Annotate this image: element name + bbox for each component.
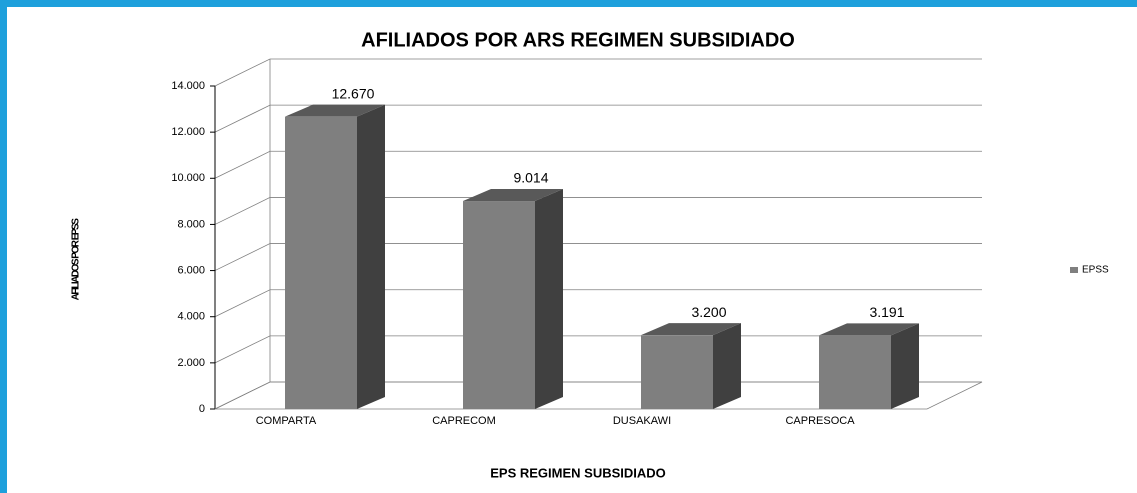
x-tick-label: CAPRECOM: [432, 415, 496, 427]
x-tick-label: DUSAKAWI: [613, 415, 671, 427]
bar-side: [535, 189, 563, 409]
x-tick-label: COMPARTA: [256, 415, 317, 427]
value-label: 9.014: [513, 170, 548, 186]
bar-side: [891, 323, 919, 409]
bar-top: [285, 104, 385, 117]
value-label: 3.191: [869, 304, 904, 320]
bar: [463, 201, 535, 409]
frame-left: [0, 0, 7, 493]
chart-title: AFILIADOS POR ARS REGIMEN SUBSIDIADO: [361, 29, 795, 51]
y-tick-label: 6.000: [177, 264, 205, 276]
bar: [641, 335, 713, 409]
y-tick-label: 12.000: [171, 126, 205, 138]
value-label: 3.200: [691, 304, 726, 320]
legend-swatch: [1070, 267, 1078, 273]
bar-top: [819, 323, 919, 336]
plot: 0 2.000 4.000 6.000 8.000 10.000 12.000 14.000 C…: [171, 58, 983, 427]
bar-top: [641, 323, 741, 336]
bar: [285, 116, 357, 409]
bar-side: [357, 104, 385, 409]
y-tick-label: 14.000: [171, 80, 205, 92]
x-tick-label: CAPRESOCA: [785, 415, 855, 427]
bar: [819, 335, 891, 409]
y-axis-label: AFILIADOS POR EPSS: [71, 218, 82, 301]
bar-top: [463, 189, 563, 202]
y-tick-label: 10.000: [171, 172, 205, 184]
y-tick-label: 0: [199, 403, 205, 415]
y-tick-label: 2.000: [177, 357, 205, 369]
frame-top: [0, 0, 1137, 7]
x-axis-label: EPS REGIMEN SUBSIDIADO: [490, 465, 666, 480]
bar-side: [713, 323, 741, 409]
y-tick-label: 4.000: [177, 311, 205, 323]
value-label: 12.670: [332, 85, 375, 101]
y-tick-label: 8.000: [177, 218, 205, 230]
legend-label: EPSS: [1082, 265, 1109, 276]
